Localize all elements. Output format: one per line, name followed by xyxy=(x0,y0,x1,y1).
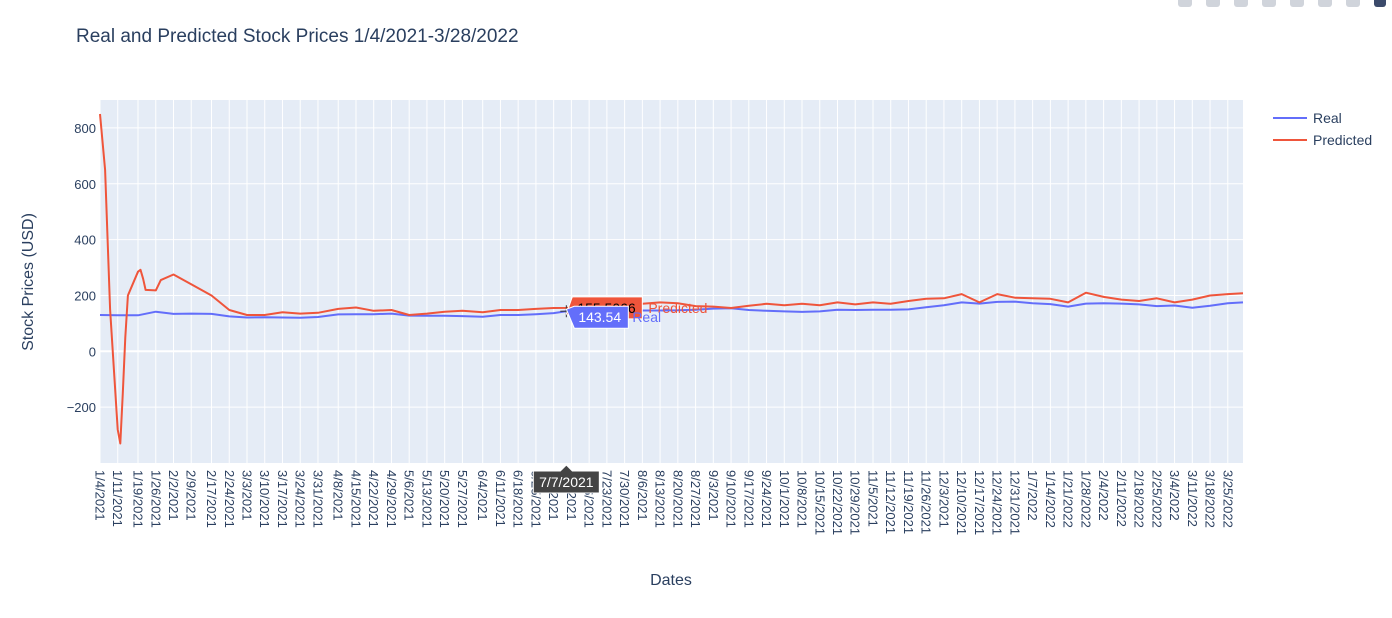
x-tick-label: 12/31/2021 xyxy=(1007,470,1022,535)
x-tick-label: 9/10/2021 xyxy=(724,470,739,528)
hover-date-text: 7/7/2021 xyxy=(539,474,594,490)
x-tick-label: 4/15/2021 xyxy=(348,470,363,528)
y-tick-label: −200 xyxy=(67,400,96,415)
x-tick-label: 1/11/2021 xyxy=(110,470,125,527)
legend-label-real[interactable]: Real xyxy=(1313,110,1342,126)
hover-label-date: 7/7/2021 xyxy=(532,464,600,494)
x-tick-label: 3/17/2021 xyxy=(275,470,290,528)
x-tick-label: 12/3/2021 xyxy=(936,470,951,528)
x-tick-label: 10/15/2021 xyxy=(812,470,827,535)
x-tick-label: 3/4/2022 xyxy=(1167,470,1182,521)
chart-title: Real and Predicted Stock Prices 1/4/2021… xyxy=(76,26,519,47)
legend[interactable]: Real Predicted xyxy=(1273,110,1372,148)
pan-icon[interactable] xyxy=(1234,0,1248,7)
plotly-logo-icon[interactable] xyxy=(1374,0,1386,7)
camera-icon[interactable] xyxy=(1178,0,1192,7)
x-tick-label: 11/26/2021 xyxy=(919,470,934,534)
x-tick-label: 4/22/2021 xyxy=(366,470,381,528)
y-tick-label: 400 xyxy=(74,233,96,248)
y-axis-title: Stock Prices (USD) xyxy=(20,213,37,351)
legend-label-predicted[interactable]: Predicted xyxy=(1313,132,1372,148)
x-tick-label: 12/24/2021 xyxy=(990,470,1005,535)
x-tick-label: 3/24/2021 xyxy=(293,470,308,528)
autoscale-icon[interactable] xyxy=(1318,0,1332,7)
x-tick-label: 10/8/2021 xyxy=(795,470,810,528)
x-tick-label: 11/19/2021 xyxy=(901,470,916,534)
x-tick-label: 2/25/2022 xyxy=(1149,470,1164,528)
hover-name-predicted: Predicted xyxy=(648,300,707,316)
x-tick-label: 8/13/2021 xyxy=(653,470,668,528)
x-tick-label: 1/14/2022 xyxy=(1043,470,1058,528)
x-tick-label: 1/28/2022 xyxy=(1078,470,1093,528)
x-ticks: 1/4/2021 1/11/2021 1/19/2021 1/26/2021 2/2/2… xyxy=(93,470,1236,535)
x-tick-label: 3/3/2021 xyxy=(239,470,254,521)
x-tick-label: 9/17/2021 xyxy=(741,470,756,528)
x-tick-label: 8/20/2021 xyxy=(670,470,685,528)
x-tick-label: 1/19/2021 xyxy=(131,470,146,528)
x-tick-label: 11/5/2021 xyxy=(865,470,880,527)
x-tick-label: 10/1/2021 xyxy=(777,470,792,528)
x-tick-label: 6/18/2021 xyxy=(511,470,526,528)
x-tick-label: 12/17/2021 xyxy=(972,470,987,535)
y-tick-label: 200 xyxy=(74,288,96,303)
x-tick-label: 7/23/2021 xyxy=(599,470,614,528)
x-tick-label: 10/22/2021 xyxy=(830,470,845,535)
x-tick-label: 4/29/2021 xyxy=(384,470,399,528)
x-tick-label: 5/13/2021 xyxy=(419,470,434,528)
x-tick-label: 2/17/2021 xyxy=(204,470,219,528)
x-tick-label: 6/4/2021 xyxy=(475,470,490,521)
plot-area[interactable] xyxy=(100,100,1243,463)
x-tick-label: 1/26/2021 xyxy=(148,470,163,528)
y-ticks: 800 600 400 200 0 −200 xyxy=(67,121,96,415)
reset-axes-icon[interactable] xyxy=(1346,0,1360,7)
hover-label-real: 143.54 Real xyxy=(565,305,661,329)
x-tick-label: 2/24/2021 xyxy=(222,470,237,528)
x-tick-label: 2/2/2021 xyxy=(166,470,181,521)
x-tick-label: 3/11/2022 xyxy=(1185,470,1200,527)
x-tick-label: 5/27/2021 xyxy=(455,470,470,528)
y-tick-label: 800 xyxy=(74,121,96,136)
x-tick-label: 12/10/2021 xyxy=(954,470,969,535)
x-tick-label: 1/7/2022 xyxy=(1025,470,1040,521)
x-tick-label: 6/11/2021 xyxy=(493,470,508,527)
x-tick-label: 2/4/2022 xyxy=(1096,470,1111,521)
x-tick-label: 11/12/2021 xyxy=(883,470,898,534)
x-tick-label: 3/31/2021 xyxy=(310,470,325,528)
x-tick-label: 4/8/2021 xyxy=(331,470,346,521)
y-tick-label: 600 xyxy=(74,177,96,192)
x-tick-label: 8/6/2021 xyxy=(635,470,650,521)
x-tick-label: 2/9/2021 xyxy=(184,470,199,521)
x-tick-label: 5/6/2021 xyxy=(402,470,417,521)
hover-value-real: 143.54 xyxy=(578,309,621,325)
hover-name-real: Real xyxy=(632,309,661,325)
zoom-out-icon[interactable] xyxy=(1290,0,1304,7)
x-tick-label: 5/20/2021 xyxy=(437,470,452,528)
x-tick-label: 9/24/2021 xyxy=(759,470,774,528)
zoom-in-icon[interactable] xyxy=(1262,0,1276,7)
x-tick-label: 1/4/2021 xyxy=(93,470,108,521)
x-axis-title: Dates xyxy=(650,572,692,589)
modebar xyxy=(1178,0,1386,8)
x-tick-label: 10/29/2021 xyxy=(848,470,863,535)
x-tick-label: 3/25/2022 xyxy=(1220,470,1235,528)
zoom-icon[interactable] xyxy=(1206,0,1220,7)
series-line-real[interactable] xyxy=(99,300,1244,319)
grid-layer xyxy=(99,100,1243,463)
y-tick-label: 0 xyxy=(89,344,96,359)
x-tick-label: 3/10/2021 xyxy=(257,470,272,528)
x-tick-label: 9/3/2021 xyxy=(706,470,721,521)
x-tick-label: 3/18/2022 xyxy=(1203,470,1218,528)
x-tick-label: 2/18/2022 xyxy=(1132,470,1147,528)
x-tick-label: 8/27/2021 xyxy=(688,470,703,528)
x-tick-label: 7/30/2021 xyxy=(617,470,632,528)
x-tick-label: 2/11/2022 xyxy=(1114,470,1129,527)
x-tick-label: 1/21/2022 xyxy=(1061,470,1076,528)
